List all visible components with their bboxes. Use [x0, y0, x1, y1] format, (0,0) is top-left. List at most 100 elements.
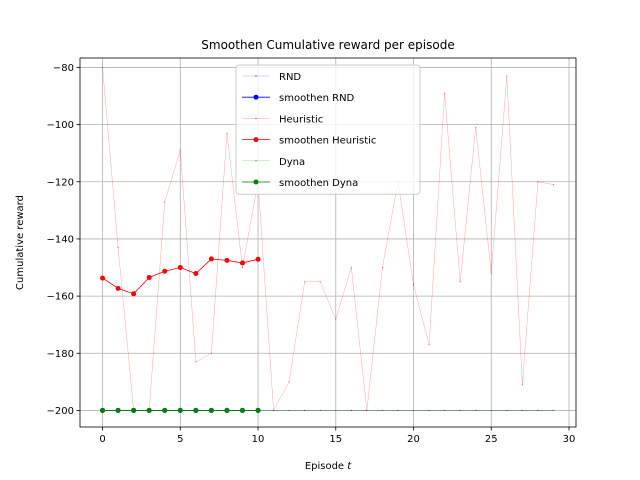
data-point	[115, 285, 121, 291]
data-point	[537, 181, 539, 183]
data-point	[350, 266, 352, 269]
data-point	[162, 407, 168, 413]
data-point	[224, 257, 230, 263]
data-point	[506, 75, 508, 77]
legend-label: smoothen RND	[279, 93, 355, 104]
data-point	[521, 384, 523, 386]
data-point	[101, 66, 104, 69]
x-tick-label: 20	[407, 434, 420, 445]
data-point	[335, 318, 337, 320]
data-point	[179, 149, 181, 151]
x-tick-label: 15	[329, 434, 342, 445]
data-point	[475, 126, 477, 129]
data-point	[412, 409, 415, 412]
data-point	[193, 407, 199, 413]
data-point	[208, 407, 214, 413]
data-point	[335, 409, 337, 412]
data-point	[428, 409, 430, 412]
data-point	[131, 407, 137, 413]
data-point	[397, 409, 399, 412]
series-smoothen-dyna	[100, 407, 261, 413]
data-point	[319, 409, 321, 412]
data-point	[146, 275, 152, 281]
legend-item-smoothen-rnd: smoothen RND	[242, 93, 355, 104]
tick-layer: 0 5 10 15 20 25 30 −200 −180 −160 −140 −120 −100 −80	[47, 63, 576, 445]
legend-item-smoothen-dyna: smoothen Dyna	[242, 178, 358, 189]
legend-marker	[255, 160, 257, 162]
data-point	[255, 407, 261, 413]
data-point	[521, 409, 523, 412]
legend-marker	[253, 179, 259, 185]
data-point	[475, 409, 477, 412]
series-smoothen-heuristic	[100, 256, 261, 297]
data-point	[255, 256, 261, 262]
legend-marker	[253, 94, 259, 100]
data-point	[288, 381, 290, 383]
legend-label: Dyna	[279, 157, 305, 168]
plot-frame	[79, 57, 577, 428]
data-point	[239, 407, 245, 413]
data-point	[552, 184, 555, 186]
data-point	[164, 201, 166, 203]
legend-label: smoothen Dyna	[279, 178, 358, 189]
legend-marker	[253, 137, 259, 143]
data-point	[444, 409, 446, 412]
legend-label: smoothen Heuristic	[279, 136, 376, 147]
chart-title: Smoothen Cumulative reward per episode	[201, 38, 454, 52]
legend-label: RND	[279, 72, 301, 83]
data-point	[459, 281, 461, 283]
legend-item-heuristic: Heuristic	[242, 114, 323, 125]
y-tick-label: −160	[47, 292, 74, 303]
data-point	[177, 407, 183, 413]
legend-item-dyna: Dyna	[242, 157, 305, 168]
x-axis-label-text: Episode	[305, 461, 347, 472]
data-point	[490, 272, 492, 274]
legend-marker	[255, 75, 257, 77]
data-point	[224, 407, 230, 413]
y-tick-label: −180	[47, 349, 74, 360]
series-line	[102, 67, 554, 412]
data-point	[366, 409, 368, 412]
data-point	[381, 409, 384, 412]
data-point	[350, 409, 352, 412]
data-point	[381, 266, 384, 269]
data-point	[241, 266, 244, 269]
x-axis-label-variable: t	[347, 461, 352, 472]
data-point	[288, 409, 290, 412]
y-tick-label: −120	[47, 177, 74, 188]
data-point	[412, 284, 415, 286]
y-tick-label: −80	[53, 63, 74, 74]
legend-item-smoothen-heuristic: smoothen Heuristic	[242, 136, 376, 147]
data-point	[537, 409, 539, 412]
legend-label: Heuristic	[279, 114, 323, 125]
data-point	[444, 92, 446, 94]
data-point	[162, 268, 168, 274]
data-point	[428, 344, 430, 346]
data-point	[117, 246, 119, 249]
legend-marker	[255, 117, 257, 119]
data-point	[193, 271, 199, 277]
data-point	[226, 132, 228, 134]
legend: RND smoothen RND Heuristic smoothen Heurist…	[235, 64, 421, 195]
y-tick-label: −140	[47, 234, 74, 245]
x-tick-label: 30	[563, 434, 576, 445]
data-point	[490, 409, 492, 412]
data-point	[208, 256, 214, 262]
data-point	[100, 275, 106, 281]
x-tick-label: 0	[99, 434, 105, 445]
data-point	[304, 281, 306, 283]
data-point	[195, 361, 197, 363]
data-point	[100, 407, 106, 413]
x-tick-label: 5	[177, 434, 183, 445]
legend-item-rnd: RND	[242, 72, 301, 83]
data-point	[304, 409, 306, 412]
data-point	[146, 407, 152, 413]
legend-box	[235, 64, 421, 195]
data-point	[272, 409, 275, 412]
data-point	[552, 409, 555, 412]
x-axis-label: Episode t	[305, 461, 352, 472]
data-point	[239, 260, 245, 266]
data-point	[131, 291, 137, 297]
x-tick-label: 25	[485, 434, 498, 445]
